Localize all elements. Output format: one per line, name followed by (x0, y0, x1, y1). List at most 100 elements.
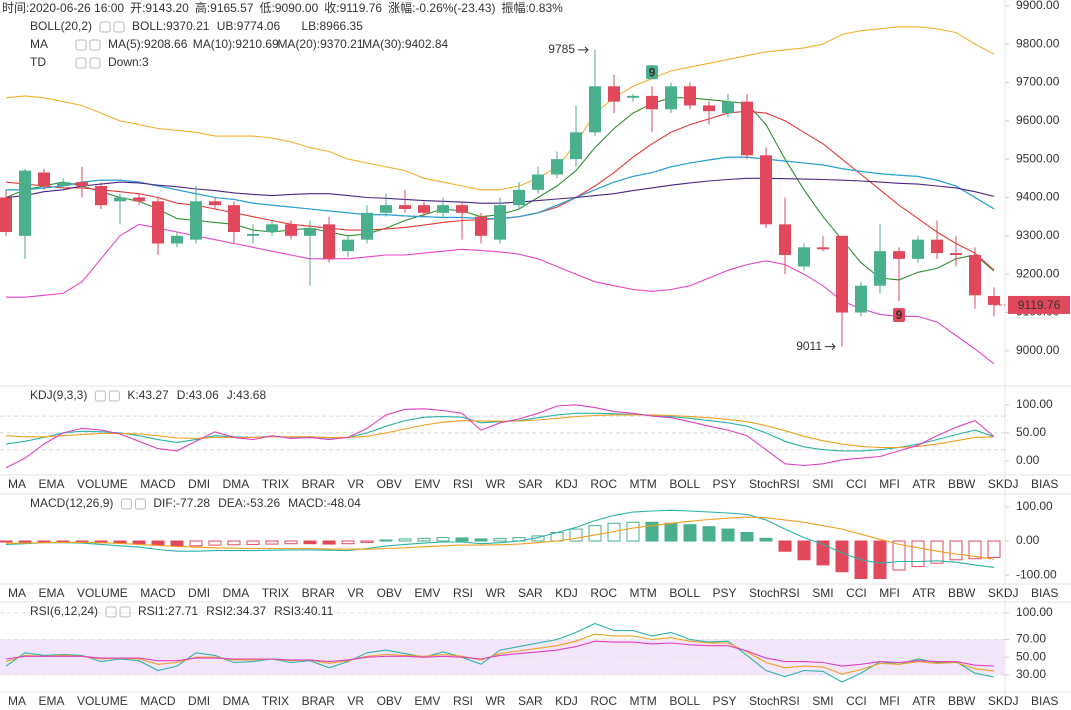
indicator-tab[interactable]: VOLUME (77, 586, 128, 600)
indicator-tab[interactable]: DMI (188, 694, 210, 708)
indicator-tab[interactable]: MTM (629, 477, 656, 491)
settings-icon[interactable] (99, 21, 111, 33)
close-icon[interactable] (113, 21, 125, 33)
indicator-tab[interactable]: TRIX (262, 477, 289, 491)
indicator-tab[interactable]: BOLL (669, 477, 700, 491)
indicator-tab[interactable]: EMA (39, 694, 65, 708)
indicator-tab[interactable]: KDJ (555, 694, 578, 708)
indicator-tab[interactable]: ATR (912, 477, 935, 491)
indicator-tab[interactable]: RSI (453, 586, 473, 600)
y-tick-label: 50.00 (1016, 649, 1046, 663)
macd-bar (18, 540, 32, 543)
indicator-tab[interactable]: MA (8, 694, 26, 708)
indicator-tab[interactable]: PSY (713, 586, 737, 600)
indicator-tab[interactable]: SKDJ (988, 694, 1019, 708)
indicator-tab[interactable]: MTM (629, 586, 656, 600)
header-field: 振幅:0.83% (501, 0, 563, 15)
close-icon[interactable] (134, 498, 146, 510)
indicator-tab[interactable]: BRAR (302, 477, 336, 491)
indicator-tab[interactable]: ROC (590, 586, 617, 600)
indicator-tab[interactable]: EMA (39, 477, 65, 491)
indicator-tab[interactable]: CCI (846, 477, 867, 491)
indicator-tab[interactable]: MFI (879, 586, 900, 600)
settings-icon[interactable] (75, 39, 87, 51)
indicator-tab[interactable]: SAR (518, 694, 543, 708)
indicator-tab[interactable]: PSY (713, 477, 737, 491)
indicator-tab[interactable]: SAR (518, 477, 543, 491)
indicator-tab[interactable]: DMI (188, 586, 210, 600)
indicator-tab[interactable]: CCI (846, 586, 867, 600)
indicator-tab[interactable]: ATR (912, 694, 935, 708)
indicator-tab[interactable]: SAR (518, 586, 543, 600)
indicator-tab[interactable]: RSI (453, 477, 473, 491)
indicator-tab[interactable]: VR (347, 477, 364, 491)
indicator-tab[interactable]: WR (485, 477, 505, 491)
indicator-tab[interactable]: MACD (140, 586, 176, 600)
indicator-tab[interactable]: ROC (590, 477, 617, 491)
indicator-tab[interactable]: BIAS (1031, 694, 1058, 708)
indicator-tab[interactable]: StochRSI (749, 694, 800, 708)
indicator-tab[interactable]: SMI (812, 694, 833, 708)
settings-icon[interactable] (75, 57, 87, 69)
indicator-tab[interactable]: EMV (414, 694, 440, 708)
settings-icon[interactable] (120, 498, 132, 510)
header-field: 高:9165.57 (195, 0, 254, 15)
indicator-tab[interactable]: ATR (912, 586, 935, 600)
indicator-tab[interactable]: VR (347, 694, 364, 708)
indicator-tab[interactable]: OBV (377, 586, 402, 600)
indicator-tab[interactable]: BRAR (302, 586, 336, 600)
indicator-tab[interactable]: CCI (846, 694, 867, 708)
indicator-tab[interactable]: BOLL (669, 694, 700, 708)
indicator-tab[interactable]: KDJ (555, 477, 578, 491)
indicator-tab[interactable]: SKDJ (988, 586, 1019, 600)
indicator-tab[interactable]: VOLUME (77, 694, 128, 708)
indicator-tab[interactable]: BBW (948, 694, 976, 708)
indicator-tab[interactable]: SKDJ (988, 477, 1019, 491)
settings-icon[interactable] (105, 606, 117, 618)
close-icon[interactable] (119, 606, 131, 618)
indicator-tab[interactable]: DMI (188, 477, 210, 491)
indicator-tab[interactable]: VOLUME (77, 477, 128, 491)
indicator-tab[interactable]: PSY (713, 694, 737, 708)
indicator-tab[interactable]: BIAS (1031, 586, 1058, 600)
indicator-tab[interactable]: BBW (948, 586, 976, 600)
indicator-tab[interactable]: MFI (879, 477, 900, 491)
indicator-tab[interactable]: MTM (629, 694, 656, 708)
indicator-tab[interactable]: MACD (140, 477, 176, 491)
indicator-tab[interactable]: MA (8, 586, 26, 600)
indicator-tab[interactable]: RSI (453, 694, 473, 708)
indicator-tab[interactable]: WR (485, 694, 505, 708)
indicator-line (6, 223, 995, 365)
indicator-tab[interactable]: ROC (590, 694, 617, 708)
indicator-tab[interactable]: TRIX (262, 694, 289, 708)
indicator-tab[interactable]: KDJ (555, 586, 578, 600)
indicator-tab[interactable]: EMA (39, 586, 65, 600)
settings-icon[interactable] (94, 390, 106, 402)
indicator-tab[interactable]: BOLL (669, 586, 700, 600)
indicator-tab[interactable]: EMV (414, 477, 440, 491)
indicator-tab[interactable]: MACD (140, 694, 176, 708)
close-icon[interactable] (89, 57, 101, 69)
indicator-tab[interactable]: MA (8, 477, 26, 491)
indicator-tab[interactable]: TRIX (262, 586, 289, 600)
indicator-tab[interactable]: BRAR (302, 694, 336, 708)
indicator-tab[interactable]: BBW (948, 477, 976, 491)
indicator-tab[interactable]: StochRSI (749, 477, 800, 491)
indicator-tab[interactable]: WR (485, 586, 505, 600)
indicator-tab[interactable]: SMI (812, 477, 833, 491)
indicator-tab[interactable]: DMA (223, 586, 250, 600)
close-icon[interactable] (108, 390, 120, 402)
indicator-tab[interactable]: MFI (879, 694, 900, 708)
indicator-tab[interactable]: DMA (223, 694, 250, 708)
indicator-tab[interactable]: StochRSI (749, 586, 800, 600)
close-icon[interactable] (89, 39, 101, 51)
indicator-tab[interactable]: BIAS (1031, 477, 1058, 491)
indicator-tab[interactable]: SMI (812, 586, 833, 600)
indicator-tab[interactable]: EMV (414, 586, 440, 600)
candle-body (418, 205, 430, 213)
indicator-tab[interactable]: VR (347, 586, 364, 600)
indicator-tab[interactable]: OBV (377, 477, 402, 491)
macd-bar (474, 538, 488, 542)
indicator-tab[interactable]: DMA (223, 477, 250, 491)
indicator-tab[interactable]: OBV (377, 694, 402, 708)
